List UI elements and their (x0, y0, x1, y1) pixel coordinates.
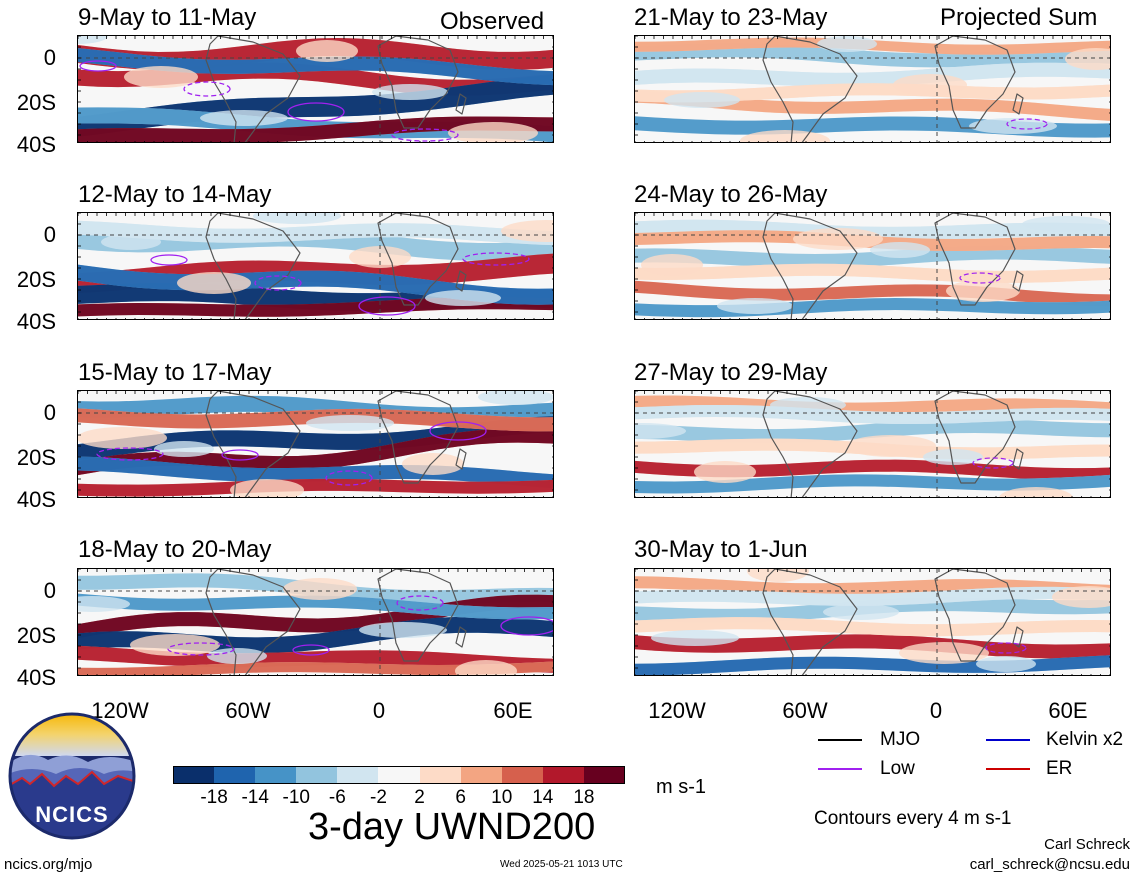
colorbar-cell (337, 766, 379, 784)
colorbar-cell (378, 766, 421, 784)
legend-kelvin-label: Kelvin x2 (1046, 729, 1124, 750)
x-label-60w: 60W (782, 698, 828, 723)
colorbar-tick-label: 6 (455, 787, 466, 808)
y-label-20s: 20S (16, 90, 56, 115)
map-svg (635, 391, 1110, 497)
y-label-40s: 40S (16, 309, 56, 334)
colorbar-tick-label: -14 (241, 787, 269, 808)
map-panel-projected-1 (634, 35, 1111, 143)
colorbar-cell (419, 766, 462, 784)
panel-title-right-4: 30-May to 1-Jun (634, 536, 808, 563)
legend-kelvin-line (986, 739, 1030, 741)
y-label-20s: 20S (16, 623, 56, 648)
footer-url[interactable]: ncics.org/mjo (4, 856, 93, 873)
map-panel-observed-1 (77, 35, 554, 143)
map-panel-observed-4 (77, 568, 554, 676)
colorbar-frame (173, 766, 625, 784)
map-svg (78, 213, 553, 319)
legend-er-line (986, 768, 1030, 770)
y-label-0: 0 (43, 578, 56, 603)
legend-low-line (818, 768, 862, 770)
map-svg (78, 36, 553, 142)
panel-title-left-3: 15-May to 17-May (78, 359, 272, 386)
x-label-60e: 60E (1048, 698, 1088, 723)
x-label-60w: 60W (225, 698, 271, 723)
colorbar-cell (542, 766, 585, 784)
y-label-0: 0 (43, 222, 56, 247)
colorbar-cell (296, 766, 338, 784)
x-label-60e: 60E (493, 698, 533, 723)
y-label-0: 0 (43, 400, 56, 425)
x-label-0: 0 (372, 698, 386, 723)
ncics-logo: NCICS (8, 712, 136, 840)
panel-title-left-1: 9-May to 11-May (78, 4, 257, 31)
legend-mjo-line (818, 739, 862, 741)
y-label-20s: 20S (16, 267, 56, 292)
legend-low-label: Low (880, 758, 915, 779)
legend-er-label: ER (1046, 758, 1073, 779)
y-label-40s: 40S (16, 132, 56, 157)
panel-title-right-3: 27-May to 29-May (634, 359, 828, 386)
colorbar-cell (173, 766, 215, 784)
map-svg (78, 391, 553, 497)
map-panel-observed-2 (77, 212, 554, 320)
observed-label: Observed (440, 8, 545, 35)
contours-note: Contours every 4 m s-1 (814, 808, 1012, 829)
map-panel-projected-4 (634, 568, 1111, 676)
colorbar-tick-label: 18 (573, 787, 595, 808)
x-label-0: 0 (929, 698, 943, 723)
colorbar-tick-label: -10 (282, 787, 310, 808)
x-label-120w: 120W (91, 698, 149, 723)
y-label-20s: 20S (16, 445, 56, 470)
footer-timestamp: Wed 2025-05-21 1013 UTC (500, 859, 623, 870)
projected-sum-label: Projected Sum (940, 4, 1098, 31)
map-panel-observed-3 (77, 390, 554, 498)
x-label-120w: 120W (648, 698, 706, 723)
colorbar-cell (501, 766, 544, 784)
colorbar-tick-label: -6 (328, 787, 346, 808)
colorbar-tick-label: 10 (491, 787, 513, 808)
legend-mjo-label: MJO (880, 729, 921, 750)
colorbar-cell (460, 766, 503, 784)
footer-email[interactable]: carl_schreck@ncsu.edu (969, 856, 1130, 873)
colorbar-cell (583, 766, 626, 784)
colorbar-cell (255, 766, 297, 784)
map-panel-projected-3 (634, 390, 1111, 498)
panel-title-right-1: 21-May to 23-May (634, 4, 828, 31)
colorbar-units: m s-1 (656, 776, 706, 798)
map-svg (78, 569, 553, 675)
colorbar-tick-label: -18 (200, 787, 228, 808)
panel-title-left-2: 12-May to 14-May (78, 181, 272, 208)
y-label-0: 0 (43, 45, 56, 70)
y-label-40s: 40S (16, 665, 56, 690)
logo-text: NCICS (35, 802, 109, 827)
colorbar-tick-label: -2 (370, 787, 387, 808)
map-svg (635, 36, 1110, 142)
map-svg (635, 213, 1110, 319)
panel-title-right-2: 24-May to 26-May (634, 181, 828, 208)
colorbar-tick-label: 2 (414, 787, 425, 808)
colorbar-tick-label: 14 (532, 787, 554, 808)
map-svg (635, 569, 1110, 675)
panel-title-left-4: 18-May to 20-May (78, 536, 272, 563)
colorbar-cell (214, 766, 256, 784)
map-panel-projected-2 (634, 212, 1111, 320)
figure-title: 3-day UWND200 (308, 806, 596, 848)
y-label-40s: 40S (16, 487, 56, 512)
footer-author: Carl Schreck (1044, 836, 1130, 853)
